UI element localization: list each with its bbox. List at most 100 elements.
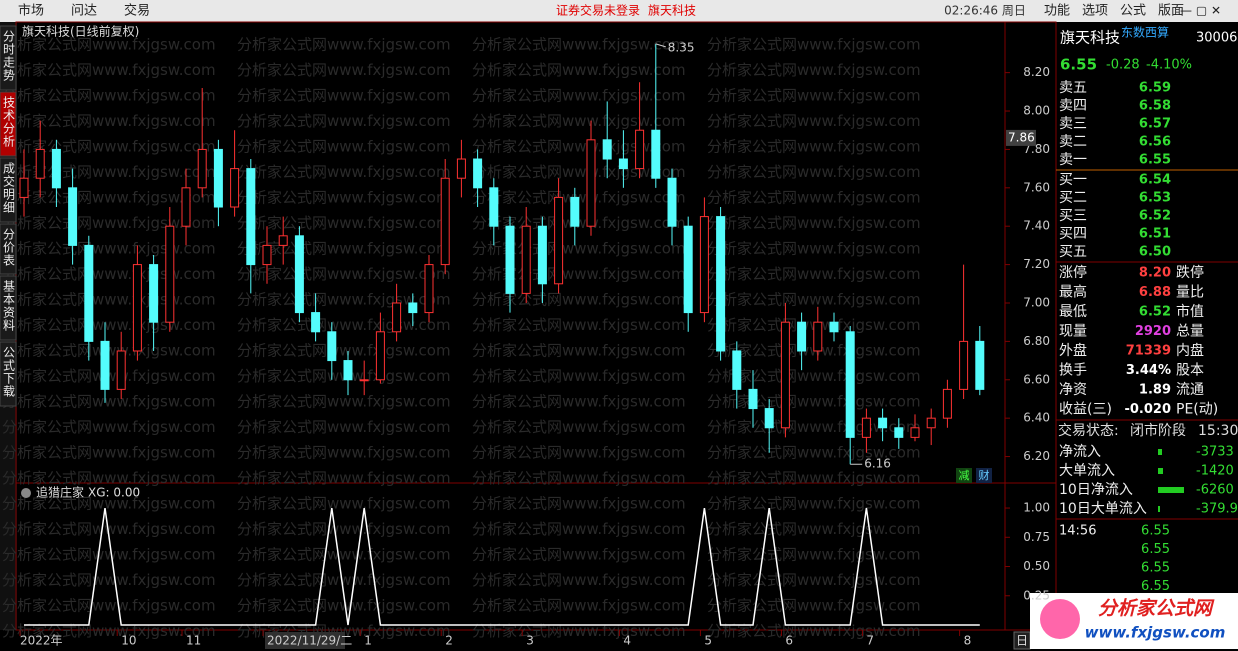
flow-value: -3733: [1196, 445, 1234, 460]
candle-body: [116, 350, 126, 390]
candle-body: [424, 264, 434, 314]
indicator-toggle[interactable]: [21, 488, 31, 498]
watermark: 分析家公式网www.fxjgsw.com: [2, 444, 216, 462]
watermark: 分析家公式网www.fxjgsw.com: [237, 87, 451, 105]
watermark: 分析家公式网www.fxjgsw.com: [707, 393, 921, 411]
flow-label: 大单流入: [1059, 463, 1115, 479]
candle-body: [959, 340, 969, 390]
row-value: 6.53: [1139, 191, 1171, 206]
row-label: 买二: [1059, 190, 1087, 206]
chart-title: 旗天科技(日线前复权): [22, 24, 139, 39]
side-tab[interactable]: [0, 157, 17, 223]
candle-body: [489, 187, 499, 227]
watermark: 分析家公式网www.fxjgsw.com: [472, 546, 686, 564]
watermark: 分析家公式网www.fxjgsw.com: [237, 418, 451, 436]
flow-bar: [1158, 449, 1162, 455]
notice: 证券交易未登录: [556, 3, 640, 18]
candle-body: [181, 187, 191, 227]
menu-item[interactable]: 版面: [1158, 4, 1184, 19]
side-tab[interactable]: [0, 275, 17, 341]
watermark: 分析家公式网www.fxjgsw.com: [237, 240, 451, 258]
watermark: 分析家公式网www.fxjgsw.com: [2, 189, 216, 207]
menu-item[interactable]: 功能: [1044, 4, 1070, 19]
watermark: 分析家公式网www.fxjgsw.com: [707, 163, 921, 181]
watermark: 分析家公式网www.fxjgsw.com: [2, 495, 216, 513]
watermark: 分析家公式网www.fxjgsw.com: [237, 138, 451, 156]
row-value: 6.54: [1139, 173, 1171, 188]
menu-item[interactable]: 选项: [1082, 4, 1108, 19]
candle-body: [764, 408, 774, 429]
row-label2: 量比: [1176, 285, 1204, 301]
watermark: 分析家公式网www.fxjgsw.com: [237, 163, 451, 181]
candle-body: [878, 417, 888, 429]
x-tick-label: 2022年: [20, 634, 63, 648]
watermark: 分析家公式网www.fxjgsw.com: [2, 112, 216, 130]
x-tick-label: 1: [364, 634, 372, 648]
side-tab-label[interactable]: 基本资料: [2, 280, 16, 332]
y2-tick-label: 0.75: [1023, 530, 1050, 544]
watermark: 分析家公式网www.fxjgsw.com: [707, 622, 921, 640]
x-tick-label: 5: [704, 634, 712, 648]
row-label: 外盘: [1059, 342, 1087, 359]
logo-url: www.fxjgsw.com: [1085, 624, 1226, 642]
side-tab-label[interactable]: 成交明细: [2, 162, 16, 214]
candle-body: [829, 321, 839, 333]
watermark: 分析家公式网www.fxjgsw.com: [472, 342, 686, 360]
candle-body: [51, 148, 61, 189]
candle-body: [311, 312, 321, 333]
row-value: 6.50: [1139, 245, 1171, 260]
watermark: 分析家公式网www.fxjgsw.com: [2, 291, 216, 309]
date-highlight: [265, 632, 345, 649]
side-tab-label[interactable]: 分时走势: [2, 30, 16, 82]
badge[interactable]: 减: [959, 469, 970, 482]
concept[interactable]: 东数西算: [1121, 25, 1169, 40]
menu-item[interactable]: 公式: [1120, 4, 1146, 19]
row-label2: 市值: [1176, 303, 1204, 320]
candle-body: [408, 302, 418, 314]
candle-body: [732, 350, 742, 390]
period-button[interactable]: 日: [1016, 634, 1028, 648]
side-tab-label[interactable]: 技术分析: [2, 96, 16, 148]
menu-item[interactable]: 问达: [71, 4, 97, 19]
watermark: 分析家公式网www.fxjgsw.com: [237, 112, 451, 130]
row-value: 1.89: [1139, 383, 1171, 398]
menu-item[interactable]: 交易: [124, 3, 150, 19]
y-tick-label: 8.00: [1023, 104, 1050, 118]
watermark: 分析家公式网www.fxjgsw.com: [2, 316, 216, 334]
x-tick-label: 2: [445, 634, 453, 648]
side-tab[interactable]: [0, 223, 17, 275]
watermark: 分析家公式网www.fxjgsw.com: [472, 163, 686, 181]
watermark: 分析家公式网www.fxjgsw.com: [2, 163, 216, 181]
row-value: 8.20: [1139, 266, 1171, 281]
y-tick-label: 6.60: [1023, 372, 1050, 386]
watermark: 分析家公式网www.fxjgsw.com: [2, 265, 216, 283]
side-tab-label[interactable]: 公式下载: [2, 346, 16, 398]
side-tab[interactable]: [0, 341, 17, 407]
stock-code: 300061: [1196, 31, 1238, 46]
high-label: 8.35: [668, 40, 695, 54]
candle-body: [845, 331, 855, 438]
badge-box: [956, 468, 972, 483]
badge[interactable]: 财: [979, 468, 990, 482]
notice-stock: 旗天科技: [648, 3, 696, 18]
candle-body: [213, 148, 223, 208]
row-label2: 总量: [1176, 324, 1204, 340]
watermark: 分析家公式网www.fxjgsw.com: [2, 571, 216, 589]
y-tick-label: 6.40: [1023, 411, 1050, 425]
row-label2: 股本: [1176, 363, 1204, 379]
side-tab-label[interactable]: 分价表: [2, 228, 16, 267]
watermark: 分析家公式网www.fxjgsw.com: [472, 240, 686, 258]
row-value: 6.56: [1139, 135, 1171, 150]
row-label: 买三: [1059, 208, 1087, 224]
row-label: 净资: [1059, 382, 1087, 398]
flow-bar: [1158, 487, 1184, 493]
watermark: 分析家公式网www.fxjgsw.com: [2, 87, 216, 105]
side-tab[interactable]: [0, 91, 17, 157]
side-tab[interactable]: [0, 25, 17, 91]
watermark: 分析家公式网www.fxjgsw.com: [237, 546, 451, 564]
watermark: 分析家公式网www.fxjgsw.com: [2, 546, 216, 564]
row-label: 涨停: [1059, 264, 1087, 281]
watermark: 分析家公式网www.fxjgsw.com: [472, 316, 686, 334]
menu-item[interactable]: 市场: [18, 3, 44, 19]
watermark: 分析家公式网www.fxjgsw.com: [472, 265, 686, 283]
